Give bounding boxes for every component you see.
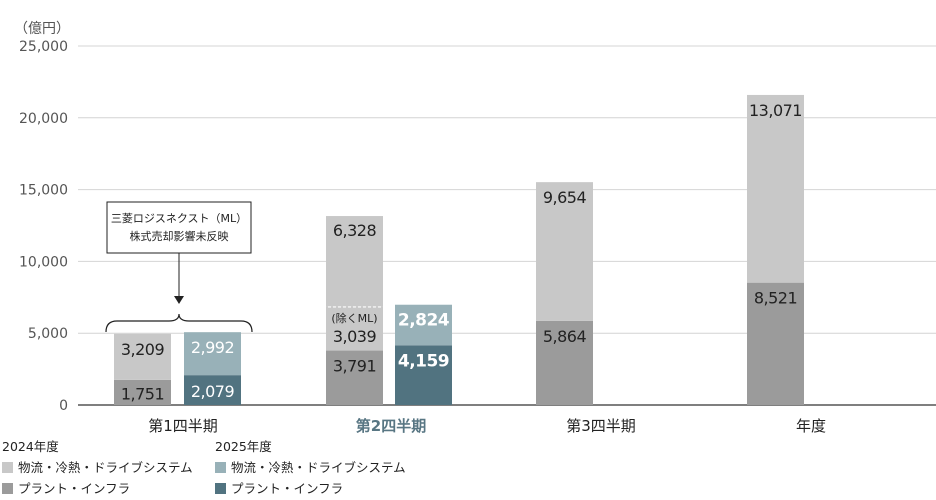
y-tick-label: 15,000 <box>19 183 68 199</box>
bar-segment-ml <box>326 216 383 307</box>
bar-segment-logistics <box>395 304 452 346</box>
y-tick-label: 25,000 <box>19 39 68 55</box>
legend-label: プラント・インフラ <box>231 481 344 496</box>
data-label-logistics: 2,824 <box>398 311 450 331</box>
legend-item-2025-logistics: 物流・冷熱・ドライブシステム <box>215 457 406 478</box>
legend-label: プラント・インフラ <box>18 481 131 496</box>
data-label-logistics: 2,992 <box>191 338 234 357</box>
y-tick-label: 10,000 <box>19 254 68 270</box>
legend-group-title-2025: 2025年度 <box>215 439 272 454</box>
data-label-logistics: 3,209 <box>121 340 165 359</box>
annotation-arrow-head <box>174 296 184 304</box>
x-category-label: 第1四半期 <box>148 417 218 435</box>
legend-label: 物流・冷熱・ドライブシステム <box>231 460 406 475</box>
bar-segment-plant <box>114 379 171 405</box>
legend-item-2025-plant: プラント・インフラ <box>215 478 406 499</box>
legend-swatch <box>2 462 13 473</box>
legend-2025: 2025年度 物流・冷熱・ドライブシステム プラント・インフラ <box>215 436 406 499</box>
bar-segment-logistics <box>184 332 241 376</box>
bar-segment-logistics <box>747 94 804 283</box>
x-category-label: 第3四半期 <box>566 417 636 435</box>
bar-segment-logistics <box>114 333 171 380</box>
legend-item-2024-logistics: 物流・冷熱・ドライブシステム <box>2 457 193 478</box>
ml-note-label: (除くML) <box>331 311 377 325</box>
legend-swatch <box>215 483 226 494</box>
bar-segment-plant <box>747 282 804 405</box>
data-label-plant: 4,159 <box>398 351 449 371</box>
x-category-label: 第2四半期 <box>356 417 426 435</box>
y-tick-label: 20,000 <box>19 111 68 127</box>
bar-segment-plant <box>326 350 383 405</box>
data-label-logistics: 9,654 <box>543 188 587 207</box>
data-label-logistics: 3,039 <box>333 327 377 346</box>
data-label-logistics: 13,071 <box>749 101 802 120</box>
annotation-brace <box>105 313 253 333</box>
bar-segment-logistics <box>326 306 383 351</box>
x-category-label: 年度 <box>796 417 826 435</box>
y-axis-unit-label: （億円） <box>14 21 70 37</box>
data-label-plant: 1,751 <box>121 384 164 403</box>
bar-segment-plant <box>184 375 241 405</box>
legend-swatch <box>215 462 226 473</box>
bar-segment-plant <box>395 345 452 405</box>
data-label-plant: 8,521 <box>754 289 797 308</box>
legend-swatch <box>2 483 13 494</box>
data-label-plant: 5,864 <box>543 327 587 346</box>
bar-segment-plant <box>536 320 593 405</box>
bar-segment-logistics <box>536 182 593 321</box>
annotation-box <box>106 201 252 254</box>
annotation-line-1: 三菱ロジスネクスト（ML） <box>111 212 247 225</box>
data-label-plant: 3,791 <box>333 357 376 376</box>
data-label-ml: 6,328 <box>333 221 377 240</box>
y-tick-label: 0 <box>59 398 68 414</box>
y-tick-label: 5,000 <box>28 326 68 342</box>
legend-label: 物流・冷熱・ドライブシステム <box>18 460 193 475</box>
legend-2024: 2024年度 物流・冷熱・ドライブシステム プラント・インフラ <box>2 436 193 499</box>
legend-group-title-2024: 2024年度 <box>2 439 59 454</box>
annotation-callout: 三菱ロジスネクスト（ML） 株式売却影響未反映 <box>105 201 253 333</box>
data-label-plant: 2,079 <box>191 382 235 401</box>
legend-item-2024-plant: プラント・インフラ <box>2 478 193 499</box>
annotation-line-2: 株式売却影響未反映 <box>130 229 229 243</box>
